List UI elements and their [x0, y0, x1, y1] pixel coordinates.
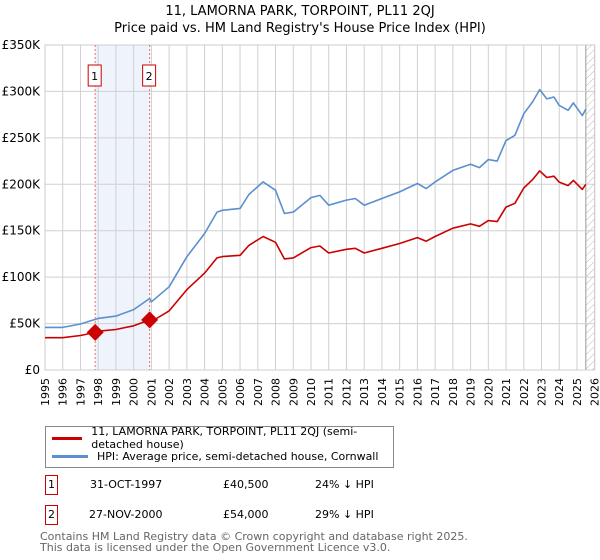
chart-legend: 11, LAMORNA PARK, TORPOINT, PL11 2QJ (se… [45, 425, 394, 468]
x-tick-label: 2012 [340, 378, 353, 406]
plot-frame [44, 44, 596, 371]
chart-subtitle: Price paid vs. HM Land Registry's House … [114, 21, 486, 36]
sale-hpi-delta: 29% ↓ HPI [315, 508, 374, 521]
sale-hpi-delta: 24% ↓ HPI [315, 478, 374, 491]
chart-title: 11, LAMORNA PARK, TORPOINT, PL11 2QJ [165, 4, 435, 19]
sale-label: 2 [146, 70, 153, 83]
sale-price: £40,500 [223, 478, 269, 491]
y-tick-label: £50K [9, 317, 41, 331]
legend-swatch-blue [52, 454, 88, 458]
x-tick-label: 2006 [234, 378, 247, 406]
y-tick-label: £0 [25, 363, 40, 377]
x-tick-label: 1995 [39, 378, 52, 406]
sale-marker-badge: 2 [45, 505, 58, 525]
x-tick-label: 2003 [181, 378, 194, 406]
sale-point-marker [141, 311, 159, 329]
footer-line-2: This data is licensed under the Open Gov… [40, 541, 391, 554]
x-tick-label: 2016 [411, 378, 424, 406]
sale-date: 27-NOV-2000 [89, 508, 163, 521]
sale-point-marker [86, 323, 104, 341]
legend-label: HPI: Average price, semi-detached house,… [97, 449, 379, 463]
x-tick-label: 2023 [536, 378, 549, 406]
x-tick-label: 2002 [163, 378, 176, 406]
y-tick-label: £250K [2, 131, 42, 145]
x-tick-label: 2008 [270, 378, 283, 406]
sale-label-box [142, 64, 157, 87]
legend-item-property: 11, LAMORNA PARK, TORPOINT, PL11 2QJ (se… [52, 425, 393, 451]
x-tick-label: 2021 [500, 378, 513, 406]
forecast-hatch [585, 45, 595, 370]
x-tick-label: 2026 [589, 378, 600, 406]
y-tick-label: £150K [2, 224, 42, 238]
x-tick-label: 2018 [447, 378, 460, 406]
x-tick-label: 1996 [57, 378, 70, 406]
x-tick-label: 2007 [252, 378, 265, 406]
footer-attribution: Contains HM Land Registry data © Crown c… [40, 531, 468, 553]
y-tick-label: £300K [2, 84, 42, 98]
x-tick-label: 2013 [358, 378, 371, 406]
x-tick-label: 1999 [110, 378, 123, 406]
x-tick-label: 2019 [465, 378, 478, 406]
sale-label-box [87, 64, 102, 87]
x-tick-label: 2020 [482, 378, 495, 406]
x-tick-label: 2025 [571, 378, 584, 406]
y-tick-label: £200K [2, 177, 42, 191]
x-tick-label: 1998 [92, 378, 105, 406]
sale-row: 1 31-OCT-1997 £40,500 24% ↓ HPI [45, 475, 445, 495]
x-tick-label: 2015 [394, 378, 407, 406]
legend-label: 11, LAMORNA PARK, TORPOINT, PL11 2QJ (se… [91, 425, 358, 451]
x-tick-label: 2005 [216, 378, 229, 406]
price-chart: 1995 1996 1997 1998 1999 2000 2001 2002 2003 2004… [2, 38, 600, 406]
sale-period-shading [95, 45, 150, 370]
footer-line-1: Contains HM Land Registry data © Crown c… [40, 530, 468, 543]
y-tick-label: £100K [2, 270, 42, 284]
sale-date: 31-OCT-1997 [90, 478, 163, 491]
sale-marker-badge: 1 [45, 475, 58, 495]
x-tick-label: 1997 [74, 378, 87, 406]
legend-item-hpi: HPI: Average price, semi-detached house,… [52, 448, 378, 464]
x-tick-label: 2014 [376, 378, 389, 406]
x-tick-label: 2010 [305, 378, 318, 406]
x-tick-label: 2011 [323, 378, 336, 406]
x-tick-label: 2009 [287, 378, 300, 406]
x-tick-label: 2001 [145, 378, 158, 406]
x-tick-label: 2024 [553, 378, 566, 406]
x-tick-label: 2017 [429, 378, 442, 406]
hpi-line [45, 88, 587, 329]
x-tick-label: 2022 [518, 378, 531, 406]
sale-price: £54,000 [223, 508, 269, 521]
y-tick-label: £350K [2, 38, 42, 52]
x-tick-label: 2004 [199, 378, 212, 406]
sale-row: 2 27-NOV-2000 £54,000 29% ↓ HPI [45, 505, 445, 525]
x-tick-label: 2000 [128, 378, 141, 406]
legend-swatch-red [52, 436, 83, 440]
sale-label: 1 [91, 70, 98, 83]
